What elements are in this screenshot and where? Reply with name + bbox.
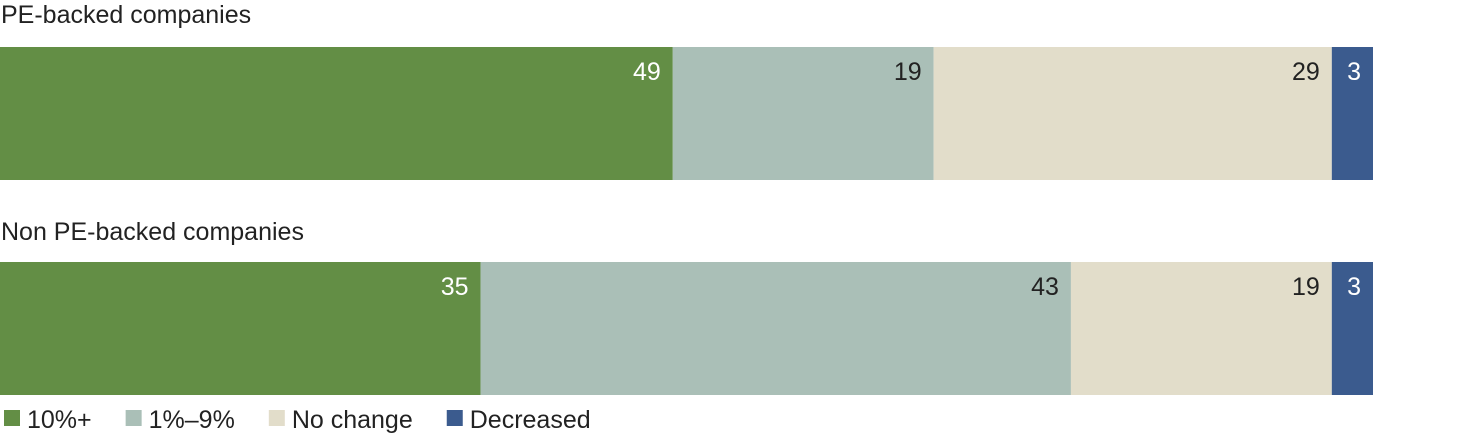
bar-segment-no-change xyxy=(1070,262,1332,395)
bar-group-non-pe-backed-companies: Non PE-backed companies 35 43 19 3 xyxy=(0,218,1373,395)
legend: 10%+ 1%–9% No change Decreased xyxy=(4,406,591,434)
bar-segment-1pct-9pct xyxy=(672,47,934,180)
legend-item-1pct-9pct: 1%–9% xyxy=(125,406,235,434)
legend-swatch xyxy=(268,410,285,426)
legend-item-no-change: No change xyxy=(268,406,413,434)
legend-swatch xyxy=(4,410,20,426)
legend-swatch xyxy=(446,410,463,426)
legend-label: 1%–9% xyxy=(149,406,235,434)
data-label: 3 xyxy=(1347,273,1361,301)
data-label: 3 xyxy=(1347,58,1361,86)
data-label: 49 xyxy=(633,58,661,86)
bar-segment-decreased xyxy=(1331,47,1373,180)
legend-label: No change xyxy=(292,406,413,434)
bar-segment-decreased xyxy=(1331,262,1373,395)
legend-swatch xyxy=(125,410,142,426)
data-label: 43 xyxy=(1031,273,1059,301)
data-label: 29 xyxy=(1292,58,1320,86)
bar-segment-10pct xyxy=(0,47,673,180)
legend-label: Decreased xyxy=(470,406,591,434)
data-label: 35 xyxy=(441,273,469,301)
category-label: Non PE-backed companies xyxy=(1,218,304,246)
data-label: 19 xyxy=(1292,273,1320,301)
bar-segment-no-change xyxy=(933,47,1332,180)
category-label: PE-backed companies xyxy=(1,1,251,29)
bar-segment-10pct xyxy=(0,262,481,395)
data-label: 19 xyxy=(894,58,922,86)
legend-item-10pct: 10%+ xyxy=(4,406,92,434)
legend-item-decreased: Decreased xyxy=(446,406,591,434)
bar-segment-1pct-9pct xyxy=(480,262,1071,395)
legend-label: 10%+ xyxy=(27,406,92,434)
bar-group-pe-backed-companies: PE-backed companies 49 19 29 3 xyxy=(0,1,1373,180)
